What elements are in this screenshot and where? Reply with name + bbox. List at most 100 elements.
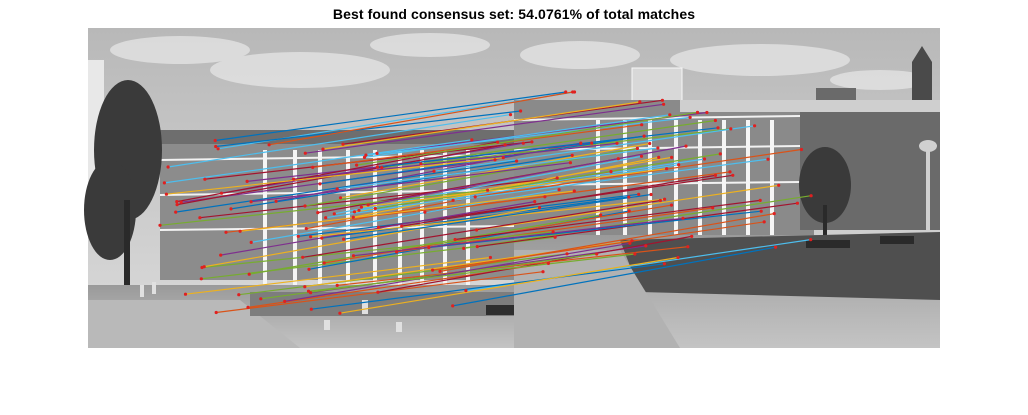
match-line [204,207,540,268]
keypoint-marker [637,192,641,196]
keypoint-marker [183,292,188,296]
match-line [340,142,650,199]
keypoint-marker [320,236,324,240]
keypoint-marker [166,165,170,169]
keypoint-marker [475,228,479,232]
keypoint-marker [229,207,233,211]
keypoint-marker [493,158,497,162]
match-lines [159,91,812,314]
keypoint-marker [321,147,325,151]
keypoint-marker [376,225,381,229]
keypoint-marker [668,113,672,117]
keypoint-marker [496,140,500,144]
left-photo-bench [486,305,514,315]
match-line [433,125,755,172]
keypoint-marker [296,234,300,238]
keypoint-marker [175,200,179,204]
keypoint-marker [373,206,377,211]
keypoint-marker [570,153,574,157]
keypoint-marker [809,194,813,198]
keypoint-marker [702,157,707,161]
keypoint-marker [711,206,715,210]
keypoint-marker [335,283,339,287]
keypoint-marker [533,200,537,204]
keypoint-marker [609,170,613,174]
match-line [432,221,765,271]
keypoint-marker [521,141,525,145]
keypoint-marker [214,310,218,315]
keypoint-marker [590,141,594,145]
keypoint-marker [553,235,557,239]
keypoint-marker [686,245,690,249]
match-line [302,199,661,258]
keypoint-marker [501,156,505,160]
keypoint-marker [164,192,168,196]
keypoint-marker [283,299,287,303]
keypoint-marker [656,146,660,150]
left-photo-bollards [140,282,402,332]
keypoint-marker [395,250,399,254]
keypoint-marker [759,209,763,213]
keypoint-marker [762,220,766,224]
keypoint-marker [238,229,242,233]
keypoint-marker [658,198,663,203]
keypoint-marker [718,152,722,156]
keypoint-marker [705,110,709,115]
keypoint-marker [245,179,249,183]
match-line [240,190,575,232]
match-line [439,213,775,272]
right-photo-roofline [680,100,940,112]
keypoint-marker [729,127,733,131]
keypoint-marker [690,234,694,238]
keypoint-marker [777,183,781,187]
keypoint-marker [572,189,576,193]
keypoint-marker [464,289,468,293]
keypoint-marker [301,255,305,259]
keypoint-marker [546,261,551,265]
keypoint-marker [352,210,357,214]
keypoint-marker [306,289,311,293]
match-line [215,110,521,148]
match-line [475,148,802,198]
match-line [175,160,517,213]
keypoint-marker [249,200,253,204]
keypoint-marker [628,241,632,245]
keypoint-marker [213,138,217,143]
keypoint-marker [695,110,700,114]
match-line [230,154,573,210]
match-line [260,253,597,300]
keypoint-marker [564,90,568,94]
keypoint-marker [419,162,423,166]
keypoint-marker [537,206,542,210]
keypoint-marker [216,147,220,151]
keypoint-marker [663,197,667,201]
keypoint-marker [627,209,631,213]
match-line [251,162,571,203]
match-line [356,111,698,166]
keypoint-marker [375,165,379,169]
match-line [453,158,769,201]
keypoint-marker [753,124,757,128]
match-line [199,177,558,219]
keypoint-marker [638,100,642,104]
keypoint-marker [237,293,241,297]
keypoint-marker [508,113,513,117]
keypoints [158,90,813,315]
right-photo-lawn [620,232,940,300]
keypoint-marker [338,311,342,315]
match-line [284,242,630,302]
keypoint-marker [640,123,644,127]
keypoint-marker [633,252,637,256]
left-photo-tree [84,80,162,300]
keypoint-marker [214,144,218,149]
match-line [367,145,687,206]
keypoint-marker [375,151,379,155]
keypoint-marker [246,305,250,309]
right-photo-benches [806,236,914,248]
match-line [293,142,618,180]
figure-title: Best found consensus set: 54.0761% of to… [332,6,696,22]
keypoint-marker [359,205,363,209]
keypoint-marker [309,307,313,311]
match-line [268,91,573,146]
